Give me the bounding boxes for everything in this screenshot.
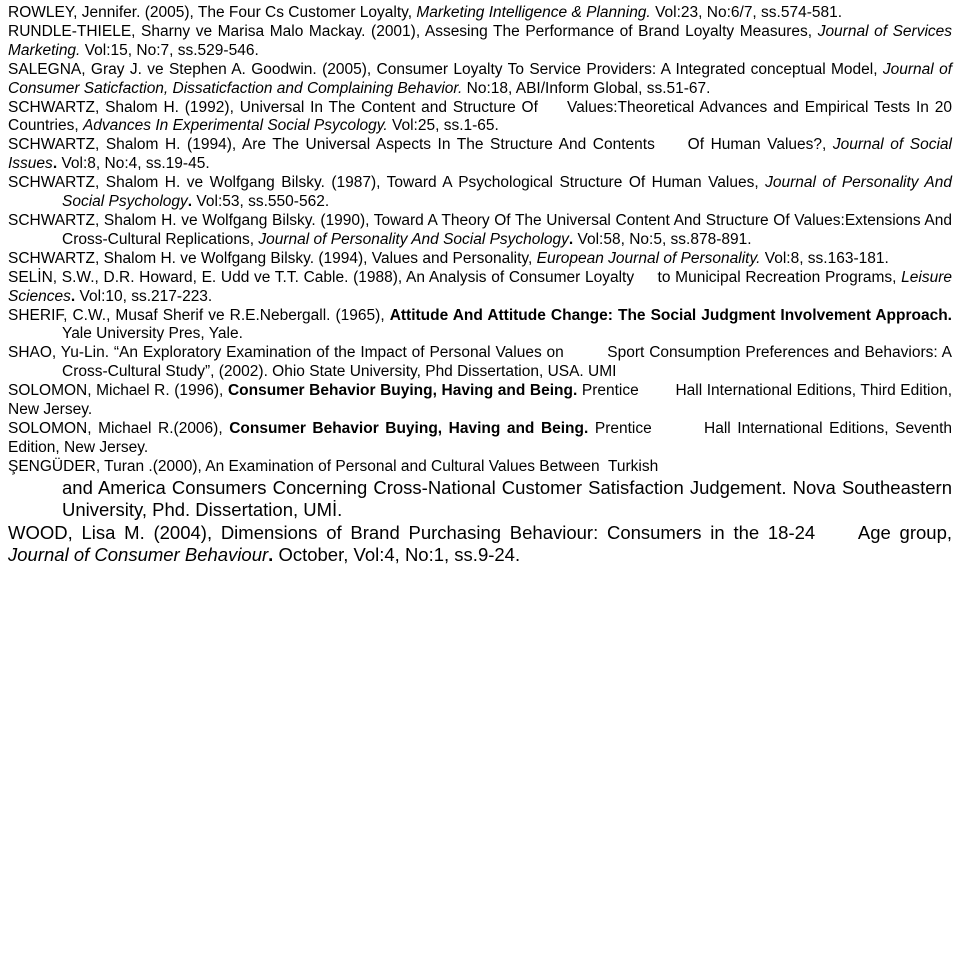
journal: Journal of Consumer Behaviour [8,544,268,565]
text: RUNDLE-THIELE, Sharny ve Marisa Malo Mac… [8,23,365,40]
vol: October, Vol:4, No:1, ss.9-24. [278,544,520,565]
text: Municipal Recreation Programs, [675,269,896,286]
ref-rowley: ROWLEY, Jennifer. (2005), The Four Cs Cu… [8,4,952,23]
text: SHERIF, C.W., Musaf Sherif ve R.E.Neberg… [8,307,385,324]
ref-selin: SELİN, S.W., D.R. Howard, E. Udd ve T.T.… [8,269,952,307]
ref-salegna: SALEGNA, Gray J. ve Stephen A. Goodwin. … [8,61,952,99]
ref-schwartz92: SCHWARTZ, Shalom H. (1992), Universal In… [8,99,952,137]
text: to [658,269,671,286]
vol: Vol:8, ss.163-181. [765,250,889,267]
text: Performance of [525,23,632,40]
text: (2004), Dimensions of Brand Purchasing B… [153,522,724,543]
text: Human Values?, [711,136,827,153]
text: Age group, [858,522,952,543]
pub: Hall [675,382,702,399]
title: Consumer Behavior Buying, Having and Bei… [228,382,577,399]
text: (1994), Are The Universal Aspects In The… [187,136,655,153]
text: Brand Loyalty Measures, [638,23,812,40]
text: SCHWARTZ, Shalom H. [8,136,180,153]
pub: Prentice [582,382,639,399]
pub: Hall [704,420,731,437]
text: (1992), Universal In The Content and Str… [185,99,538,116]
ref-sherif: SHERIF, C.W., Musaf Sherif ve R.E.Neberg… [8,307,952,345]
vol: Vol:15, No:7, ss.529-546. [85,42,259,59]
text: Values:Theoretical [567,99,694,116]
title: Attitude And Attitude Change: The Social… [390,307,952,324]
text: and America Consumers Concerning Cross-N… [62,477,952,521]
journal: Journal of Personality And Social Psycho… [258,231,568,248]
text: SOLOMON, Michael R. [8,382,170,399]
vol: Vol:25, ss.1-65. [392,117,499,134]
text: Of [688,136,704,153]
text: SCHWARTZ, Shalom H. ve Wolfgang Bilsky. … [8,174,759,191]
title: The Four Cs Customer Loyalty, [198,4,412,21]
journal: European Journal of Personality. [537,250,761,267]
dot: . [53,155,57,172]
dot: . [71,288,75,305]
dot: . [268,544,273,565]
text: ŞENGÜDER, Turan . [8,458,153,475]
text: SCHWARTZ, Shalom H. ve Wolfgang Bilsky. [8,212,316,229]
vol: No:18, ABI/Inform Global, ss.51-67. [467,80,711,97]
text: (2001), Assesing The [371,23,520,40]
dot: . [569,231,573,248]
text: (1988), An Analysis of Consumer Loyalty [353,269,634,286]
dot: . [188,193,192,210]
text: SOLOMON, Michael R. [8,420,174,437]
ref-shao: SHAO, Yu-Lin. “An Exploratory Examinatio… [8,344,952,382]
ref-schwartz87: SCHWARTZ, Shalom H. ve Wolfgang Bilsky. … [8,174,952,212]
text: SELİN, S.W., D.R. Howard, E. Udd ve T.T.… [8,269,348,286]
year: (2005), [145,4,194,21]
journal: Advances In Experimental Social Psycolog… [83,117,388,134]
text: Providers: [586,61,656,78]
ref-rundle: RUNDLE-THIELE, Sharny ve Marisa Malo Mac… [8,23,952,61]
text: An Exploratory Examination of the Impact… [119,344,564,361]
text: (2006), [174,420,223,437]
ref-solomon96: SOLOMON, Michael R. (1996), Consumer Beh… [8,382,952,420]
vol: Vol:23, No:6/7, ss.574-581. [655,4,842,21]
ref-senguder-cont: and America Consumers Concerning Cross-N… [8,477,952,522]
author: ROWLEY, Jennifer. [8,4,140,21]
text: SCHWARTZ, Shalom H. ve Wolfgang Bilsky. … [8,250,532,267]
journal: Marketing Intelligence & Planning. [416,4,650,21]
pub: Yale University Pres, Yale. [62,325,243,342]
ref-schwartz90: SCHWARTZ, Shalom H. ve Wolfgang Bilsky. … [8,212,952,250]
vol: Vol:58, No:5, ss.878-891. [578,231,752,248]
text: SHAO, Yu-Lin. “ [8,344,119,361]
title: Consumer Behavior Buying, Having and Bei… [229,420,588,437]
text: SALEGNA, Gray J. ve Stephen A. Goodwin. [8,61,317,78]
ref-schwartz94a: SCHWARTZ, Shalom H. (1994), Are The Univ… [8,136,952,174]
text: (2005), Consumer Loyalty To Service [322,61,581,78]
text: Sport [607,344,644,361]
text: (1996), [174,382,223,399]
pub: Prentice [595,420,652,437]
vol: Vol:53, ss.550-562. [196,193,329,210]
vol: Vol:10, ss.217-223. [80,288,213,305]
ref-senguder: ŞENGÜDER, Turan .(2000), An Examination … [8,458,952,477]
ref-solomon06: SOLOMON, Michael R.(2006), Consumer Beha… [8,420,952,458]
text: SCHWARTZ, Shalom H. [8,99,179,116]
ref-schwartz94b: SCHWARTZ, Shalom H. ve Wolfgang Bilsky. … [8,250,952,269]
ref-wood: WOOD, Lisa M. (2004), Dimensions of Bran… [8,522,952,567]
text: WOOD, Lisa M. [8,522,145,543]
text: Turkish [608,458,658,475]
vol: Vol:8, No:4, ss.19-45. [61,155,209,172]
text: A Integrated conceptual Model, [661,61,878,78]
text: the 18-24 [733,522,815,543]
text: (2000), An Examination of Personal and C… [153,458,600,475]
